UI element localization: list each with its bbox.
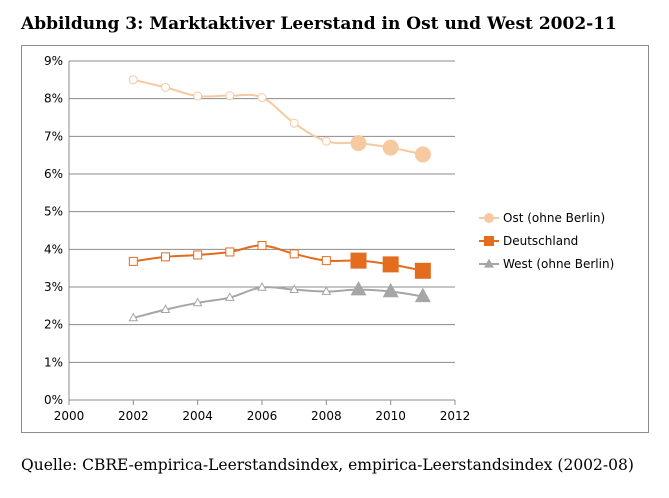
data-point-circle xyxy=(257,93,267,103)
x-tick-label: 2004 xyxy=(182,409,213,423)
data-point-square xyxy=(382,256,399,273)
data-point-triangle xyxy=(224,292,235,301)
legend-label: West (ohne Berlin) xyxy=(503,257,614,271)
data-point-triangle xyxy=(289,284,300,294)
legend-label: Ost (ohne Berlin) xyxy=(503,211,605,225)
data-point-square xyxy=(257,241,267,251)
data-point-square xyxy=(350,252,367,269)
data-point-square xyxy=(484,236,494,246)
data-point-triangle xyxy=(484,258,494,268)
x-tick-label: 2012 xyxy=(440,409,471,423)
y-tick-label: 1% xyxy=(44,355,63,369)
line-chart: 0% 1% 2% 3% 4% 5% 6% 7% 8% 9% 2000 2002 2004 2006 2008… xyxy=(44,54,614,423)
y-tick-label: 3% xyxy=(44,280,63,294)
data-point-circle xyxy=(225,91,235,101)
data-point-square xyxy=(225,247,235,257)
x-tick-label: 2010 xyxy=(375,409,406,423)
data-point-triangle xyxy=(382,282,399,298)
data-point-triangle xyxy=(128,312,139,322)
y-tick-label: 2% xyxy=(44,318,63,332)
data-point-circle xyxy=(193,91,203,101)
series-line xyxy=(133,244,424,272)
y-tick-label: 9% xyxy=(44,54,63,68)
y-tick-label: 6% xyxy=(44,167,63,181)
x-tick-label: 2006 xyxy=(247,409,278,423)
data-point-square xyxy=(414,262,431,279)
gridlines xyxy=(69,60,455,363)
series xyxy=(128,75,431,322)
data-point-triangle xyxy=(257,282,267,291)
series-line xyxy=(133,286,423,319)
series-line xyxy=(133,78,424,156)
data-point-circle xyxy=(414,146,431,163)
x-tick-label: 2002 xyxy=(118,409,149,423)
data-point-circle xyxy=(128,75,138,85)
data-point-circle xyxy=(382,139,399,156)
data-point-square xyxy=(161,252,170,262)
y-tick-label: 8% xyxy=(44,92,63,106)
x-tick-label: 2000 xyxy=(54,409,85,423)
data-point-triangle xyxy=(350,280,367,296)
data-point-square xyxy=(289,249,299,259)
data-point-triangle xyxy=(414,287,431,303)
data-point-circle xyxy=(350,135,367,152)
data-point-square xyxy=(193,250,203,260)
source-note: Quelle: CBRE-empirica-Leerstandsindex, e… xyxy=(21,456,634,474)
data-point-triangle xyxy=(160,304,171,313)
legend-label: Deutschland xyxy=(503,234,578,248)
axes: 0% 1% 2% 3% 4% 5% 6% 7% 8% 9% 2000 2002 2004 2006 2008… xyxy=(44,54,470,423)
y-tick-label: 7% xyxy=(44,129,63,143)
data-point-triangle xyxy=(192,297,203,307)
figure-title: Abbildung 3: Marktaktiver Leerstand in O… xyxy=(21,14,617,34)
data-point-square xyxy=(128,256,138,266)
y-tick-label: 0% xyxy=(44,393,63,407)
x-tick-label: 2008 xyxy=(311,409,342,423)
data-point-circle xyxy=(289,118,299,128)
y-tick-label: 5% xyxy=(44,205,63,219)
data-point-circle xyxy=(484,213,494,223)
data-point-triangle xyxy=(321,286,332,295)
data-point-circle xyxy=(161,82,170,92)
data-point-square xyxy=(321,256,331,266)
data-point-circle xyxy=(321,136,331,146)
legend: Ost (ohne Berlin) Deutschland West (ohne B… xyxy=(479,211,614,271)
y-tick-label: 4% xyxy=(44,242,63,256)
chart-frame: 0% 1% 2% 3% 4% 5% 6% 7% 8% 9% 2000 2002 2004 2006 2008… xyxy=(21,45,649,433)
